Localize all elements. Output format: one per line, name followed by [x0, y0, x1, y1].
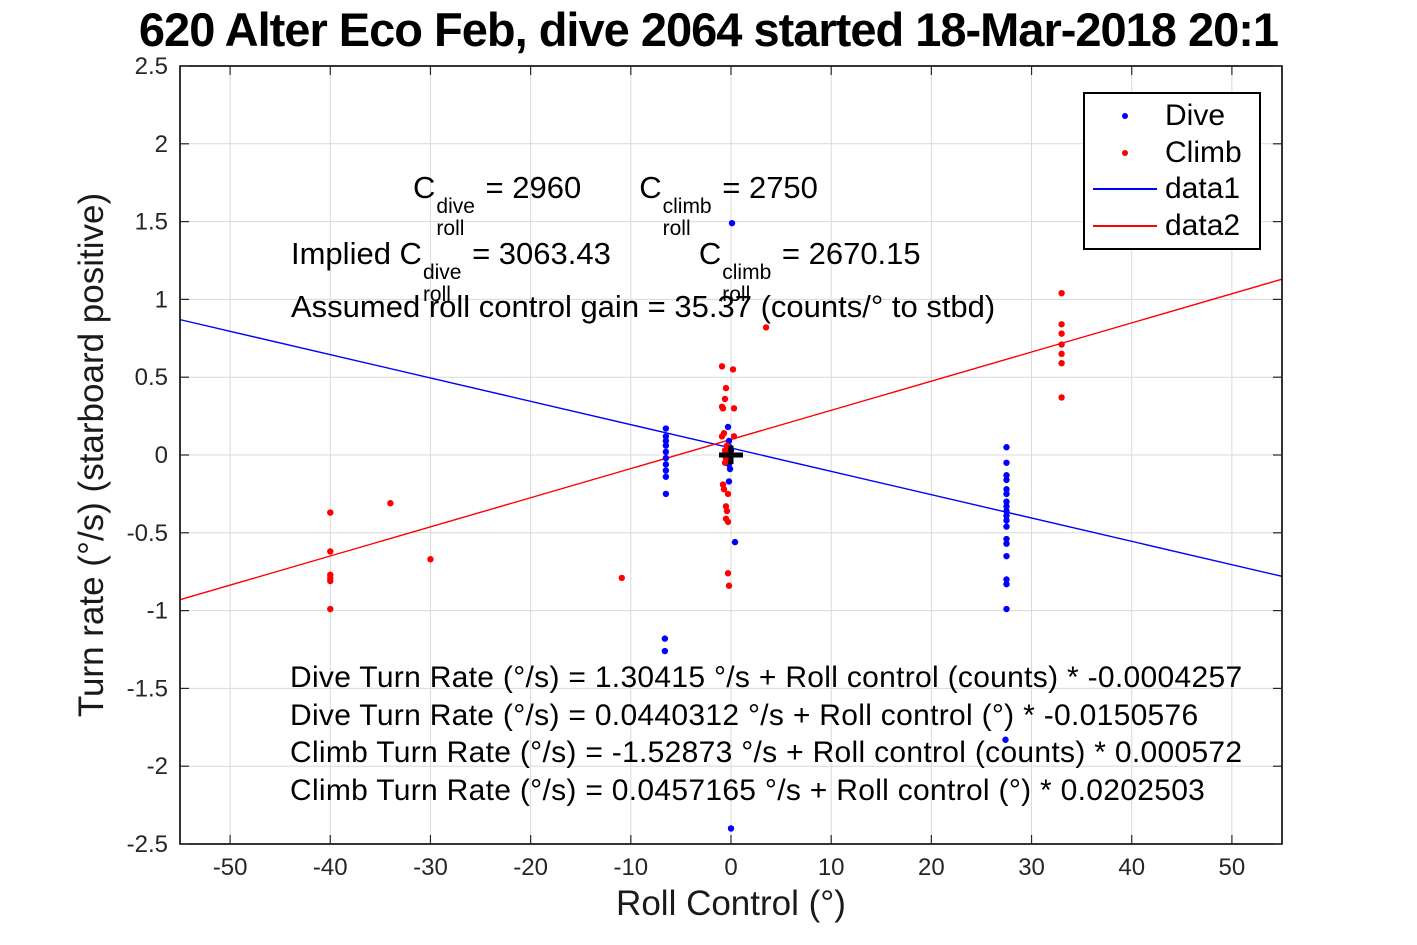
equation-dive-counts: Dive Turn Rate (°/s) = 1.30415 °/s + Rol…: [290, 661, 1243, 694]
svg-text:-2: -2: [147, 753, 168, 780]
dive-dot-icon: [1122, 113, 1128, 120]
implied-c-roll-dive-symbol: C: [399, 236, 422, 271]
c-roll-dive-symbol: C: [413, 170, 436, 205]
equation-climb-degrees: Climb Turn Rate (°/s) = 0.0457165 °/s + …: [290, 773, 1206, 807]
implied-c-roll-climb-symbol: C: [698, 236, 722, 271]
svg-text:0: 0: [724, 854, 737, 881]
data1-line-icon: [1093, 188, 1157, 191]
y-axis-label: Turn rate (°/s) (starboard positive): [72, 148, 116, 762]
svg-text:-40: -40: [313, 854, 348, 881]
legend-item-climb: Climb: [1085, 135, 1259, 171]
c-roll-climb-value: = 2750: [713, 170, 818, 205]
svg-text:-30: -30: [413, 854, 448, 881]
implied-c-roll-climb-value: = 2670.15: [773, 236, 921, 271]
c-roll-dive-supsub: dive roll: [436, 195, 475, 241]
svg-text:-20: -20: [513, 854, 548, 881]
svg-text:-1: -1: [147, 598, 168, 625]
climb-dot-icon: [1122, 149, 1128, 156]
equation-climb-counts: Climb Turn Rate (°/s) = -1.52873 °/s + R…: [290, 736, 1243, 770]
y-axis-label-text: Turn rate (°/s) (starboard positive): [72, 192, 111, 718]
implied-c-roll-dive-supsub: dive roll: [422, 261, 462, 307]
chart-title: 620 Alter Eco Feb, dive 2064 started 18-…: [138, 3, 1279, 56]
svg-text:40: 40: [1118, 854, 1145, 881]
svg-text:2: 2: [155, 131, 168, 158]
legend-item-dive: Dive: [1085, 98, 1259, 134]
legend-label-dive: Dive: [1165, 99, 1226, 133]
svg-text:-50: -50: [213, 854, 248, 881]
svg-text:1.5: 1.5: [135, 209, 168, 236]
svg-text:10: 10: [818, 854, 845, 881]
svg-text:-0.5: -0.5: [127, 520, 168, 547]
svg-text:0: 0: [155, 442, 168, 469]
c-roll-climb-symbol: C: [639, 170, 662, 205]
svg-text:-10: -10: [613, 854, 648, 881]
equation-dive-degrees: Dive Turn Rate (°/s) = 0.0440312 °/s + R…: [290, 698, 1199, 732]
legend-label-climb: Climb: [1165, 135, 1242, 169]
x-axis-label: Roll Control (°): [616, 884, 846, 923]
svg-text:20: 20: [918, 854, 945, 881]
svg-text:50: 50: [1219, 854, 1246, 881]
c-roll-dive-value: = 2960: [476, 170, 582, 205]
legend-label-data1: data1: [1165, 172, 1241, 206]
c-roll-climb-supsub: climb roll: [662, 195, 712, 241]
implied-prefix: Implied: [291, 236, 400, 271]
legend-item-data1: data1: [1085, 171, 1259, 207]
implied-c-roll-dive-value: = 3063.43: [463, 236, 611, 271]
svg-text:-1.5: -1.5: [127, 675, 168, 702]
svg-text:0.5: 0.5: [135, 364, 168, 391]
implied-c-roll-climb-supsub: climb roll: [722, 261, 772, 307]
legend-label-data2: data2: [1165, 208, 1241, 242]
svg-text:-2.5: -2.5: [127, 831, 168, 858]
legend-item-data2: data2: [1085, 208, 1259, 244]
svg-text:2.5: 2.5: [135, 53, 168, 80]
fit-equations: Dive Turn Rate (°/s) = 1.30415 °/s + Rol…: [290, 659, 1242, 809]
data2-line-icon: [1093, 224, 1157, 227]
svg-text:30: 30: [1018, 854, 1045, 881]
legend: Dive Climb data1 data2: [1083, 92, 1261, 250]
annotation-roll-gain: Assumed roll control gain = 35.37 (count…: [291, 289, 996, 324]
svg-text:1: 1: [155, 286, 168, 313]
